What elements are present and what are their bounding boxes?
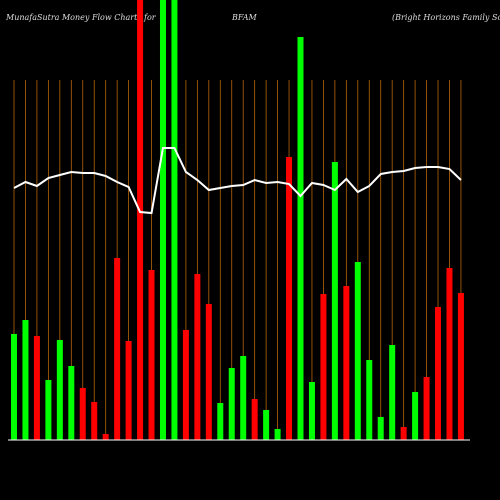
bar <box>308 382 315 440</box>
company-name: (Bright Horizons Family Solutions <box>392 13 500 22</box>
bar <box>263 410 270 440</box>
bar <box>400 427 407 440</box>
bar <box>11 334 17 440</box>
bar <box>194 274 201 440</box>
bar <box>79 388 86 440</box>
bar <box>286 157 293 440</box>
bar <box>33 336 40 440</box>
bar <box>159 0 166 440</box>
bar <box>68 366 75 440</box>
bar <box>114 258 121 440</box>
bar <box>125 341 132 440</box>
bar <box>320 294 327 440</box>
bar <box>182 330 189 440</box>
bar <box>91 402 98 440</box>
bar <box>102 434 109 440</box>
bar <box>343 286 350 440</box>
bar <box>228 368 235 440</box>
chart-title: MunafaSutra Money Flow Charts for <box>5 13 157 22</box>
bar <box>412 392 419 440</box>
bar <box>137 0 144 440</box>
bar <box>435 307 442 440</box>
bar <box>446 268 453 440</box>
bar <box>217 403 224 440</box>
bar <box>297 37 304 440</box>
bar <box>240 356 247 440</box>
bar <box>457 293 464 440</box>
bar <box>354 262 361 440</box>
bar <box>22 320 29 440</box>
bar <box>205 304 212 440</box>
bar <box>377 417 384 440</box>
bar <box>171 0 178 440</box>
bar <box>274 429 281 440</box>
bar <box>331 162 338 440</box>
bar <box>251 399 258 440</box>
bar <box>148 270 155 440</box>
bar <box>389 345 396 440</box>
bar <box>423 377 430 440</box>
bar <box>56 340 63 440</box>
bar <box>366 360 373 440</box>
price-line <box>13 147 462 215</box>
bar <box>45 380 52 440</box>
ticker: BFAM <box>231 13 258 22</box>
